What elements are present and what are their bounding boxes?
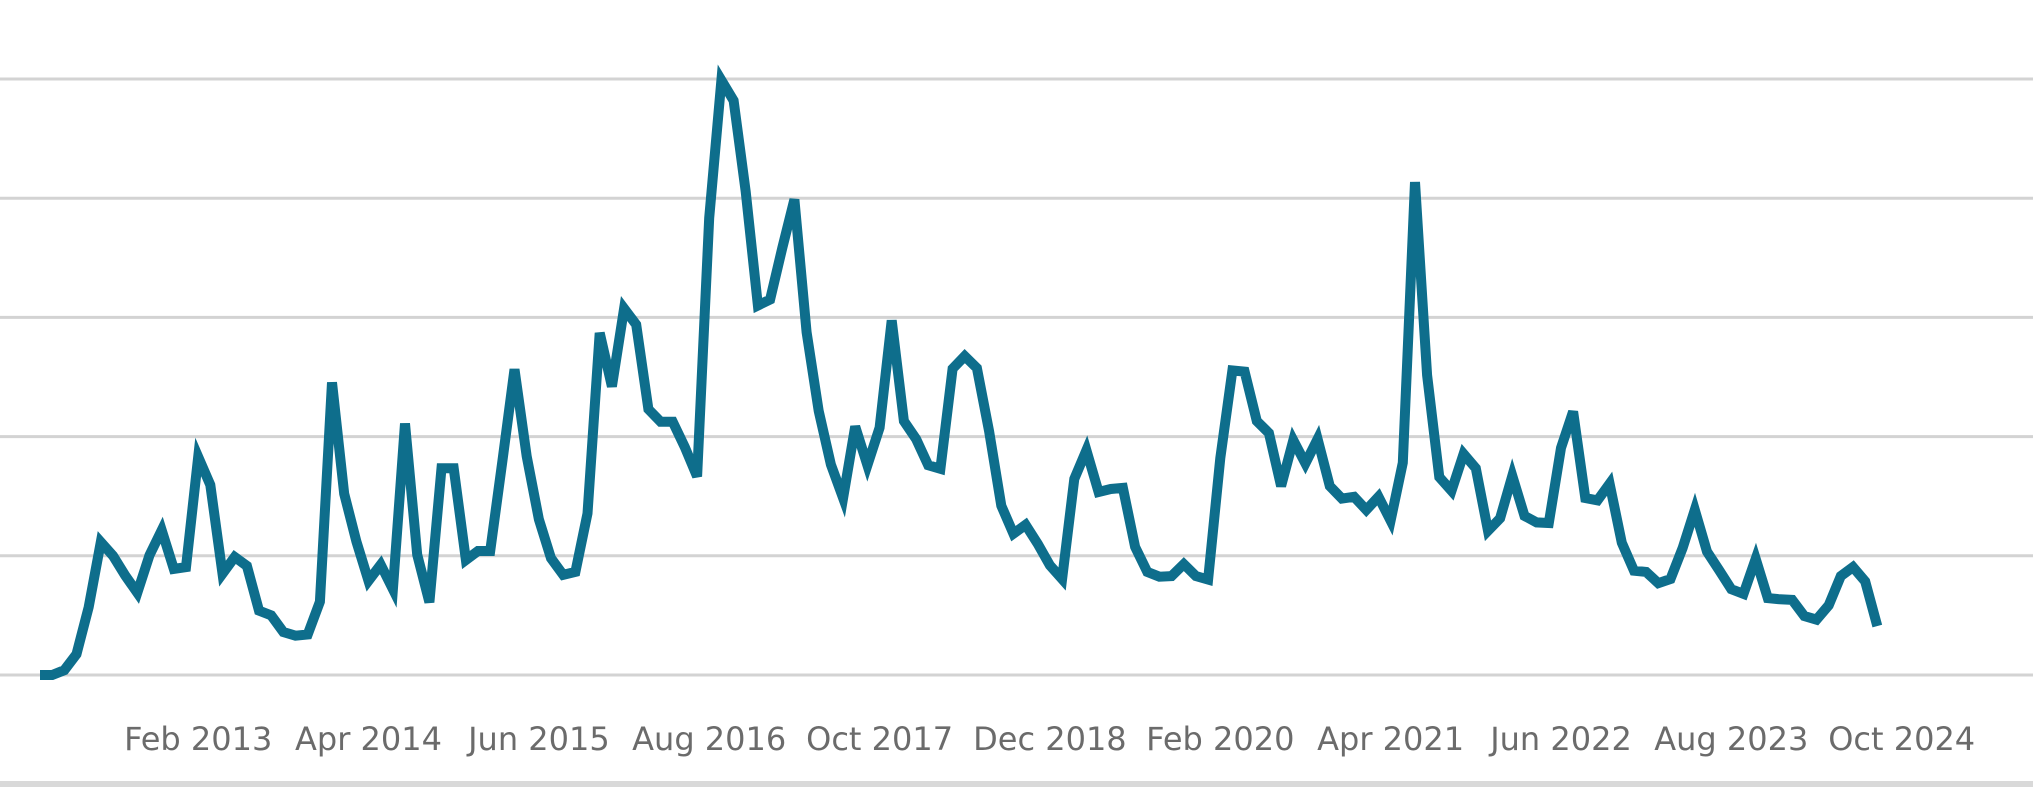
series-line: [40, 64, 1883, 680]
x-tick-label: Apr 2014: [295, 720, 442, 758]
x-tick-label: Feb 2013: [124, 720, 272, 758]
x-tick-label: Feb 2020: [1146, 720, 1294, 758]
x-tick-label: Apr 2021: [1317, 720, 1464, 758]
x-axis-ticks: Feb 2013 Apr 2014 Jun 2015 Aug 2016 Oct 2017…: [124, 720, 1975, 758]
x-tick-label: Oct 2017: [806, 720, 953, 758]
x-tick-label: Aug 2023: [1654, 720, 1808, 758]
x-tick-label: Jun 2015: [466, 720, 610, 758]
x-tick-label: Dec 2018: [973, 720, 1127, 758]
x-tick-label: Aug 2016: [632, 720, 786, 758]
series-layer: [40, 64, 1883, 680]
x-tick-label: Oct 2024: [1828, 720, 1975, 758]
x-tick-label: Jun 2022: [1488, 720, 1632, 758]
